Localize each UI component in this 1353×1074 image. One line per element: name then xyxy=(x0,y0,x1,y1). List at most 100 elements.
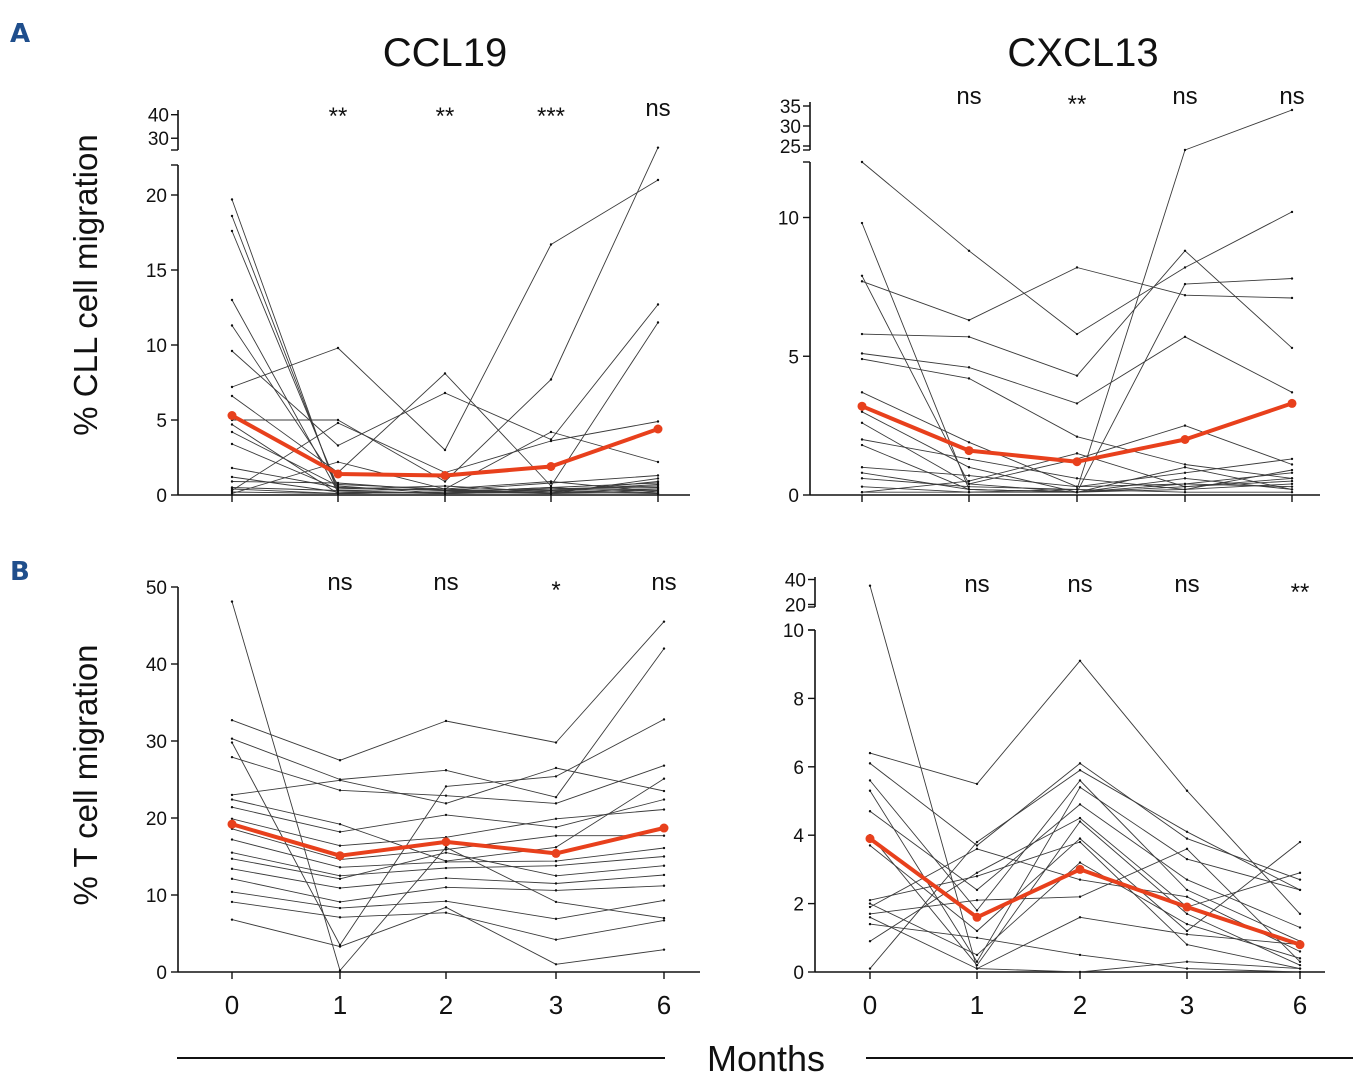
x-tick-label: 1 xyxy=(970,990,984,1020)
individual-data-point xyxy=(444,719,448,723)
individual-series-line xyxy=(231,322,659,487)
y-tick-label: 0 xyxy=(156,486,167,507)
individual-data-point xyxy=(1185,847,1189,851)
y-tick-label: 30 xyxy=(146,732,167,753)
individual-series-line xyxy=(231,230,659,494)
individual-data-point xyxy=(338,789,342,792)
individual-data-point xyxy=(1078,769,1082,772)
individual-data-point xyxy=(443,490,447,494)
individual-data-point xyxy=(230,324,234,327)
individual-data-point xyxy=(230,755,234,759)
individual-data-point xyxy=(444,851,448,854)
individual-data-point xyxy=(662,798,666,801)
individual-data-point xyxy=(1290,457,1294,461)
individual-data-point xyxy=(1298,967,1302,970)
individual-data-point xyxy=(554,882,558,885)
mean-data-point xyxy=(857,401,867,411)
y-tick-label: 5 xyxy=(788,347,799,368)
individual-data-point xyxy=(1183,294,1187,297)
individual-series-line xyxy=(231,424,659,494)
individual-data-point xyxy=(662,808,666,811)
chart-panel-b-cxcl13: 0 2 4 6 8 10 20 40 0 1 2 3 6 ns ns ns ** xyxy=(783,571,1325,1020)
individual-data-point xyxy=(230,423,234,426)
individual-data-point xyxy=(860,160,864,164)
y-break-tick-label: 30 xyxy=(148,129,169,150)
chart-panel-b-ccl19: 0 10 20 30 40 50 0 1 2 3 6 ns ns * ns xyxy=(146,569,700,1020)
individual-data-point xyxy=(554,938,558,941)
individual-data-point xyxy=(860,391,864,394)
significance-label: * xyxy=(551,577,560,604)
individual-data-point xyxy=(1078,762,1082,765)
individual-data-point xyxy=(1290,488,1294,491)
individual-data-point xyxy=(554,846,558,849)
individual-data-point xyxy=(230,214,234,218)
individual-data-point xyxy=(1078,970,1082,974)
significance-label: ns xyxy=(1174,571,1199,598)
individual-data-point xyxy=(443,391,447,395)
individual-data-point xyxy=(1078,803,1082,806)
individual-data-point xyxy=(1078,786,1082,789)
individual-data-point xyxy=(336,460,340,464)
individual-data-point xyxy=(444,785,448,788)
individual-data-point xyxy=(1183,466,1187,469)
individual-data-point xyxy=(336,418,340,422)
y-tick-label: 10 xyxy=(783,621,804,642)
individual-data-point xyxy=(338,900,342,904)
y-break-tick-label: 30 xyxy=(780,117,801,138)
significance-label: ns xyxy=(645,95,670,122)
individual-data-point xyxy=(549,481,553,485)
individual-data-point xyxy=(656,474,660,477)
individual-data-point xyxy=(662,873,666,877)
mean-data-point xyxy=(1182,902,1192,912)
individual-series-line xyxy=(861,267,1293,321)
individual-series-line xyxy=(231,431,659,494)
individual-data-point xyxy=(1298,871,1302,875)
significance-label: ns xyxy=(964,571,989,598)
individual-data-point xyxy=(1290,477,1294,480)
individual-data-point xyxy=(868,905,872,909)
individual-data-point xyxy=(1298,950,1302,953)
significance-label: ns xyxy=(651,569,676,596)
individual-data-point xyxy=(1183,424,1187,427)
individual-data-point xyxy=(230,719,234,722)
individual-data-point xyxy=(1183,482,1187,486)
individual-data-point xyxy=(230,890,234,894)
individual-data-point xyxy=(230,600,234,603)
individual-data-point xyxy=(967,485,971,488)
individual-data-point xyxy=(975,782,979,786)
individual-data-point xyxy=(1298,912,1302,916)
individual-data-point xyxy=(656,481,660,485)
x-tick-label: 0 xyxy=(225,990,239,1020)
individual-data-point xyxy=(967,377,971,380)
individual-data-point xyxy=(868,762,872,765)
individual-data-point xyxy=(1075,477,1079,480)
x-tick-label: 3 xyxy=(1180,990,1194,1020)
individual-data-point xyxy=(549,378,553,381)
individual-series-line xyxy=(861,161,1293,335)
individual-data-point xyxy=(554,766,558,770)
individual-data-point xyxy=(868,916,872,919)
column-title-cxcl13: CXCL13 xyxy=(1007,31,1158,75)
individual-data-point xyxy=(975,847,979,851)
individual-data-point xyxy=(656,460,660,464)
individual-data-point xyxy=(230,877,234,881)
individual-series-line xyxy=(231,179,659,451)
individual-data-point xyxy=(656,420,660,423)
individual-data-point xyxy=(1183,463,1187,466)
individual-data-point xyxy=(336,492,340,495)
individual-data-point xyxy=(967,249,971,252)
individual-data-point xyxy=(554,889,558,892)
individual-data-point xyxy=(338,830,342,834)
individual-data-point xyxy=(975,898,979,902)
individual-data-point xyxy=(444,911,448,914)
individual-data-point xyxy=(1185,943,1189,946)
individual-series-line xyxy=(861,222,1293,493)
individual-data-point xyxy=(549,492,553,495)
individual-data-point xyxy=(1185,912,1189,916)
individual-data-point xyxy=(338,969,342,972)
individual-data-point xyxy=(338,874,342,877)
individual-data-point xyxy=(230,349,234,353)
individual-data-point xyxy=(975,936,979,939)
individual-data-point xyxy=(1290,108,1294,112)
